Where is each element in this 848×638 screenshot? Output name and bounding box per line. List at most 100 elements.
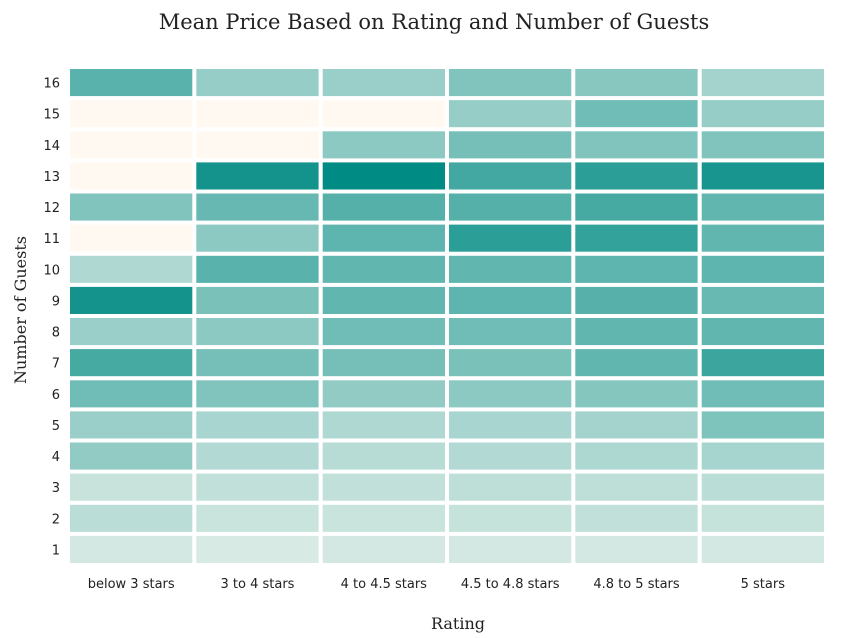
- heatmap-cell-10-1: [196, 255, 319, 283]
- heatmap-cell-3-3: [449, 473, 572, 501]
- heatmap-cell-5-5: [701, 411, 824, 439]
- heatmap-cell-8-0: [70, 318, 193, 346]
- heatmap-cell-16-4: [575, 69, 698, 97]
- heatmap-cell-13-2: [322, 162, 445, 190]
- x-tick-label: 3 to 4 stars: [221, 577, 295, 592]
- heatmap-cell-13-5: [701, 162, 824, 190]
- heatmap-cell-9-2: [322, 286, 445, 314]
- y-tick-label: 15: [43, 108, 60, 123]
- heatmap-cell-5-2: [322, 411, 445, 439]
- heatmap-cell-2-2: [322, 504, 445, 532]
- heatmap-cell-6-5: [701, 380, 824, 408]
- heatmap-cell-16-1: [196, 69, 319, 97]
- heatmap-cell-9-1: [196, 286, 319, 314]
- heatmap-cell-12-3: [449, 193, 572, 221]
- heatmap-cell-7-2: [322, 349, 445, 377]
- heatmap-cell-9-4: [575, 286, 698, 314]
- heatmap-cell-2-4: [575, 504, 698, 532]
- heatmap-cell-13-3: [449, 162, 572, 190]
- x-tick-labels: below 3 stars 3 to 4 stars 4 to 4.5 stars 4…: [88, 577, 785, 592]
- heatmap-cell-11-2: [322, 224, 445, 252]
- y-tick-label: 13: [43, 170, 60, 185]
- heatmap-cell-3-4: [575, 473, 698, 501]
- heatmap-cell-8-5: [701, 318, 824, 346]
- y-axis-label: Number of Guests: [11, 236, 30, 384]
- x-tick-label: 4 to 4.5 stars: [341, 577, 428, 592]
- y-tick-label: 3: [52, 481, 60, 496]
- y-tick-label: 8: [52, 326, 60, 341]
- heatmap-cell-4-3: [449, 442, 572, 470]
- y-tick-label: 11: [43, 232, 60, 247]
- heatmap-cell-16-2: [322, 69, 445, 97]
- heatmap-cell-1-5: [701, 535, 824, 563]
- heatmap-cell-14-4: [575, 131, 698, 159]
- heatmap-cell-10-0: [70, 255, 193, 283]
- heatmap-cell-7-4: [575, 349, 698, 377]
- heatmap-cell-3-5: [701, 473, 824, 501]
- heatmap-cell-1-0: [70, 535, 193, 563]
- heatmap-cell-4-4: [575, 442, 698, 470]
- heatmap-cell-3-0: [70, 473, 193, 501]
- heatmap-cell-4-5: [701, 442, 824, 470]
- heatmap-cell-10-5: [701, 255, 824, 283]
- heatmap-cell-1-3: [449, 535, 572, 563]
- y-tick-label: 1: [52, 543, 60, 558]
- y-tick-label: 2: [52, 512, 60, 527]
- heatmap-cell-14-3: [449, 131, 572, 159]
- heatmap-cell-15-3: [449, 100, 572, 128]
- chart-title: Mean Price Based on Rating and Number of…: [159, 10, 710, 34]
- heatmap-cell-14-1: [196, 131, 319, 159]
- heatmap-cell-1-1: [196, 535, 319, 563]
- heatmap-cell-8-4: [575, 318, 698, 346]
- heatmap-cell-5-3: [449, 411, 572, 439]
- heatmap-cell-11-5: [701, 224, 824, 252]
- heatmap-cell-12-2: [322, 193, 445, 221]
- heatmap-cell-14-2: [322, 131, 445, 159]
- heatmap-cell-16-0: [70, 69, 193, 97]
- heatmap-cell-9-5: [701, 286, 824, 314]
- heatmap-cell-9-3: [449, 286, 572, 314]
- heatmap-cell-14-0: [70, 131, 193, 159]
- heatmap-cell-11-3: [449, 224, 572, 252]
- heatmap-cell-8-1: [196, 318, 319, 346]
- heatmap-cell-7-3: [449, 349, 572, 377]
- heatmap-cell-5-0: [70, 411, 193, 439]
- heatmap-cell-7-1: [196, 349, 319, 377]
- heatmap-cell-15-5: [701, 100, 824, 128]
- x-axis-label: Rating: [431, 614, 485, 633]
- heatmap-cell-5-1: [196, 411, 319, 439]
- y-tick-label: 16: [43, 77, 60, 92]
- x-tick-label: below 3 stars: [88, 577, 175, 592]
- y-tick-label: 14: [43, 139, 60, 154]
- heatmap-cell-7-5: [701, 349, 824, 377]
- heatmap-cell-11-4: [575, 224, 698, 252]
- heatmap-cell-6-1: [196, 380, 319, 408]
- heatmap-cell-2-3: [449, 504, 572, 532]
- heatmap-cell-1-4: [575, 535, 698, 563]
- heatmap-cell-4-0: [70, 442, 193, 470]
- heatmap-cell-16-5: [701, 69, 824, 97]
- heatmap-cell-2-0: [70, 504, 193, 532]
- x-tick-label: 4.5 to 4.8 stars: [461, 577, 560, 592]
- heatmap-cell-6-3: [449, 380, 572, 408]
- heatmap-cell-13-0: [70, 162, 193, 190]
- heatmap-cells: [70, 69, 824, 563]
- heatmap-cell-13-4: [575, 162, 698, 190]
- y-tick-label: 6: [52, 388, 60, 403]
- heatmap-cell-8-2: [322, 318, 445, 346]
- heatmap-cell-11-0: [70, 224, 193, 252]
- x-tick-label: 4.8 to 5 stars: [593, 577, 680, 592]
- heatmap-cell-12-5: [701, 193, 824, 221]
- y-tick-label: 5: [52, 419, 60, 434]
- heatmap-cell-15-1: [196, 100, 319, 128]
- y-tick-label: 9: [52, 294, 60, 309]
- y-tick-label: 10: [43, 263, 60, 278]
- heatmap-cell-10-3: [449, 255, 572, 283]
- heatmap-cell-2-1: [196, 504, 319, 532]
- heatmap-cell-11-1: [196, 224, 319, 252]
- heatmap-cell-10-2: [322, 255, 445, 283]
- heatmap-cell-16-3: [449, 69, 572, 97]
- heatmap-cell-10-4: [575, 255, 698, 283]
